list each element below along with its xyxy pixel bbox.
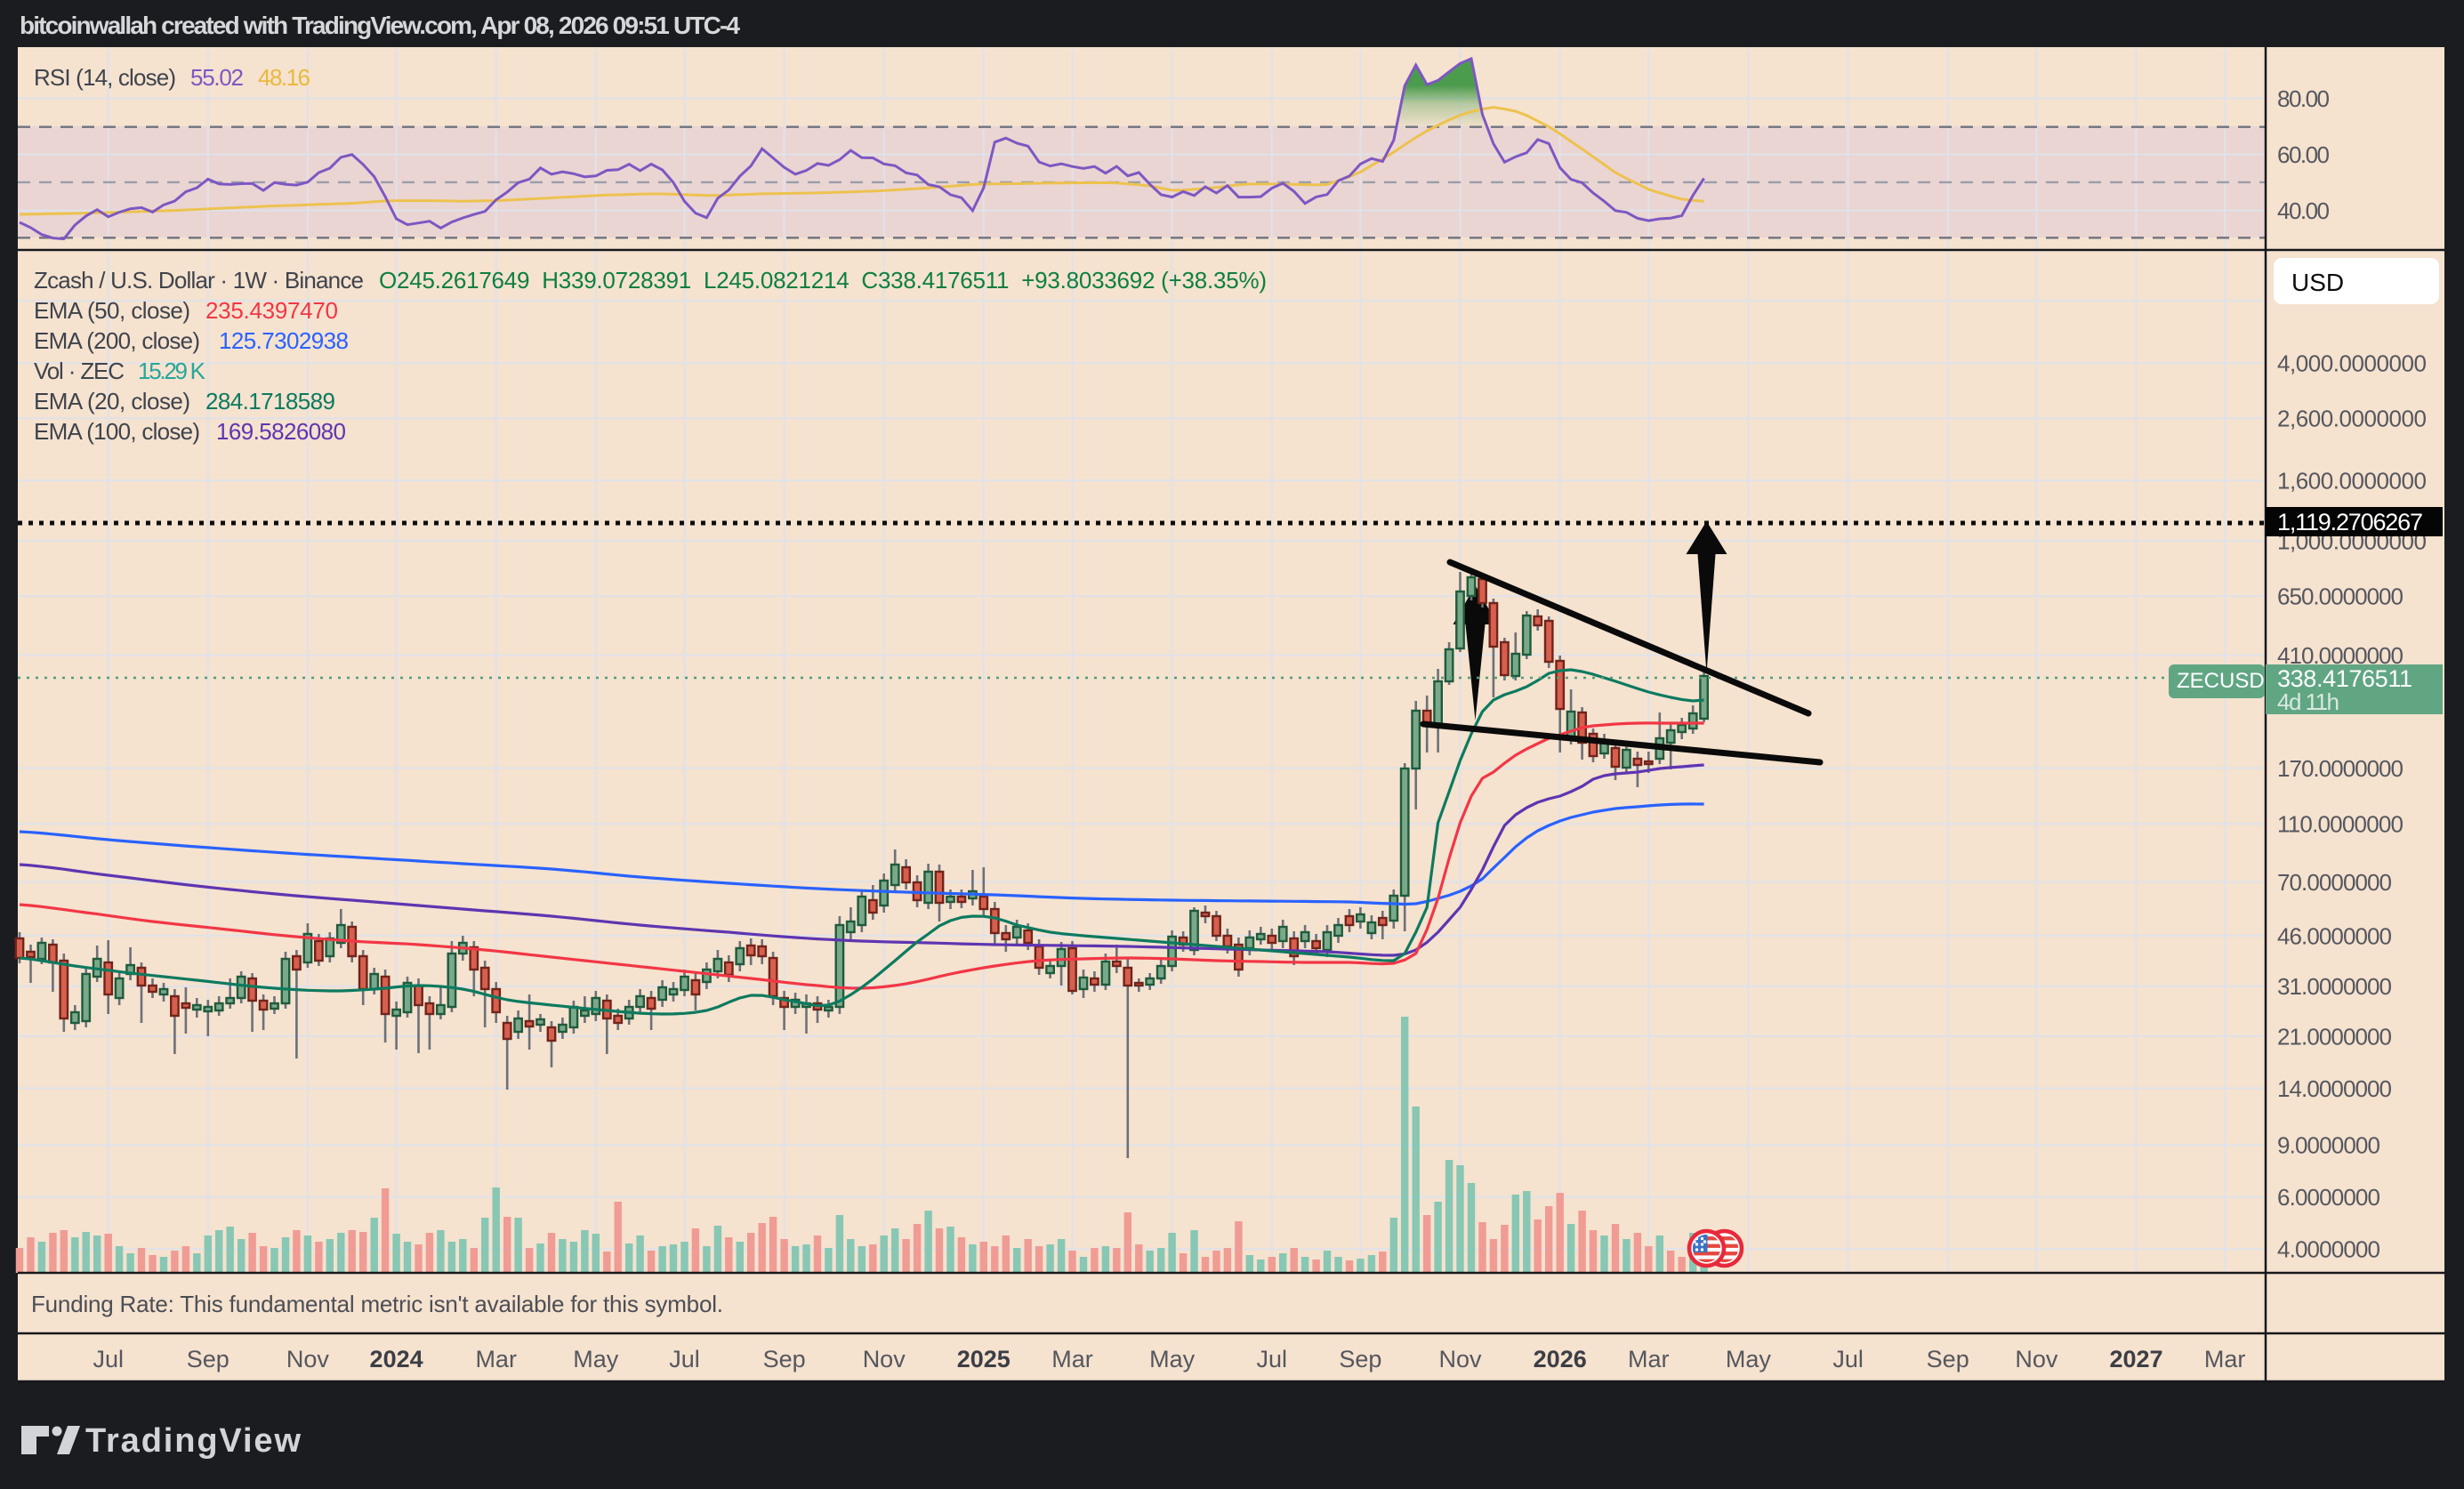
svg-text:40.00: 40.00 <box>2277 197 2330 224</box>
svg-text:4,000.0000000: 4,000.0000000 <box>2277 350 2427 377</box>
svg-text:169.5826080: 169.5826080 <box>216 418 346 445</box>
svg-text:2025: 2025 <box>957 1346 1011 1372</box>
svg-text:O245.2617649 H339.0728391 L2: O245.2617649 H339.0728391 L245.0821214 C… <box>379 267 1267 294</box>
svg-text:Funding Rate: This fundamental: Funding Rate: This fundamental metric is… <box>31 1291 723 1317</box>
svg-text:ZECUSD: ZECUSD <box>2177 669 2265 693</box>
svg-text:14.0000000: 14.0000000 <box>2277 1075 2392 1102</box>
svg-text:EMA (100, close): EMA (100, close) <box>34 418 200 445</box>
svg-text:EMA (200, close): EMA (200, close) <box>34 327 200 354</box>
svg-text:4d 11h: 4d 11h <box>2277 688 2339 715</box>
svg-text:RSI (14, close): RSI (14, close) <box>34 64 176 91</box>
svg-text:Jul: Jul <box>669 1346 700 1372</box>
svg-text:410.0000000: 410.0000000 <box>2277 642 2404 669</box>
svg-text:338.4176511: 338.4176511 <box>2277 665 2412 692</box>
svg-text:70.0000000: 70.0000000 <box>2277 869 2392 896</box>
svg-text:Mar: Mar <box>475 1346 517 1372</box>
svg-text:125.7302938: 125.7302938 <box>219 327 349 354</box>
svg-text:Mar: Mar <box>2204 1346 2246 1372</box>
svg-text:Mar: Mar <box>1628 1346 1670 1372</box>
svg-text:2,600.0000000: 2,600.0000000 <box>2277 406 2427 432</box>
svg-text:21.0000000: 21.0000000 <box>2277 1023 2392 1050</box>
svg-text:2024: 2024 <box>370 1346 423 1372</box>
svg-text:2027: 2027 <box>2109 1346 2162 1372</box>
svg-text:2026: 2026 <box>1534 1346 1587 1372</box>
svg-text:1,600.0000000: 1,600.0000000 <box>2277 468 2427 495</box>
svg-text:bitcoinwallah created with Tra: bitcoinwallah created with TradingView.c… <box>20 12 740 39</box>
svg-text:Jul: Jul <box>93 1346 124 1372</box>
svg-text:60.00: 60.00 <box>2277 141 2330 168</box>
svg-text:May: May <box>573 1346 619 1372</box>
svg-text:Sep: Sep <box>187 1346 229 1372</box>
svg-text:Nov: Nov <box>1438 1346 1482 1372</box>
svg-text:Zcash / U.S. Dollar · 1W · Bin: Zcash / U.S. Dollar · 1W · Binance <box>34 267 364 294</box>
svg-text:235.4397470: 235.4397470 <box>205 297 338 324</box>
svg-text:9.0000000: 9.0000000 <box>2277 1132 2380 1159</box>
svg-text:Mar: Mar <box>1051 1346 1093 1372</box>
svg-text:Nov: Nov <box>2015 1346 2058 1372</box>
svg-text:USD: USD <box>2291 269 2344 296</box>
svg-text:110.0000000: 110.0000000 <box>2277 811 2404 838</box>
svg-text:170.0000000: 170.0000000 <box>2277 755 2404 782</box>
svg-text:Nov: Nov <box>863 1346 906 1372</box>
svg-text:Sep: Sep <box>1339 1346 1381 1372</box>
svg-text:80.00: 80.00 <box>2277 85 2330 112</box>
svg-text:284.1718589: 284.1718589 <box>205 388 335 415</box>
svg-text:Sep: Sep <box>763 1346 806 1372</box>
svg-text:Sep: Sep <box>1927 1346 1969 1372</box>
svg-text:May: May <box>1726 1346 1772 1372</box>
svg-text:May: May <box>1149 1346 1196 1372</box>
svg-text:Jul: Jul <box>1257 1346 1288 1372</box>
svg-text:Jul: Jul <box>1832 1346 1864 1372</box>
svg-text:EMA (50, close): EMA (50, close) <box>34 297 190 324</box>
svg-text:31.0000000: 31.0000000 <box>2277 973 2392 1000</box>
svg-text:46.0000000: 46.0000000 <box>2277 922 2392 949</box>
svg-text:Nov: Nov <box>286 1346 330 1372</box>
svg-text:55.02: 55.02 <box>190 64 244 91</box>
svg-text:4.0000000: 4.0000000 <box>2277 1236 2380 1263</box>
svg-text:48.16: 48.16 <box>258 64 310 91</box>
svg-text:6.0000000: 6.0000000 <box>2277 1184 2380 1211</box>
svg-text:TradingView: TradingView <box>85 1422 301 1460</box>
svg-text:650.0000000: 650.0000000 <box>2277 584 2404 610</box>
svg-text:EMA (20, close): EMA (20, close) <box>34 388 190 415</box>
svg-text:Vol · ZEC: Vol · ZEC <box>34 358 125 384</box>
svg-text:15.29 K: 15.29 K <box>138 358 206 384</box>
svg-text:1,119.2706267: 1,119.2706267 <box>2277 509 2423 535</box>
